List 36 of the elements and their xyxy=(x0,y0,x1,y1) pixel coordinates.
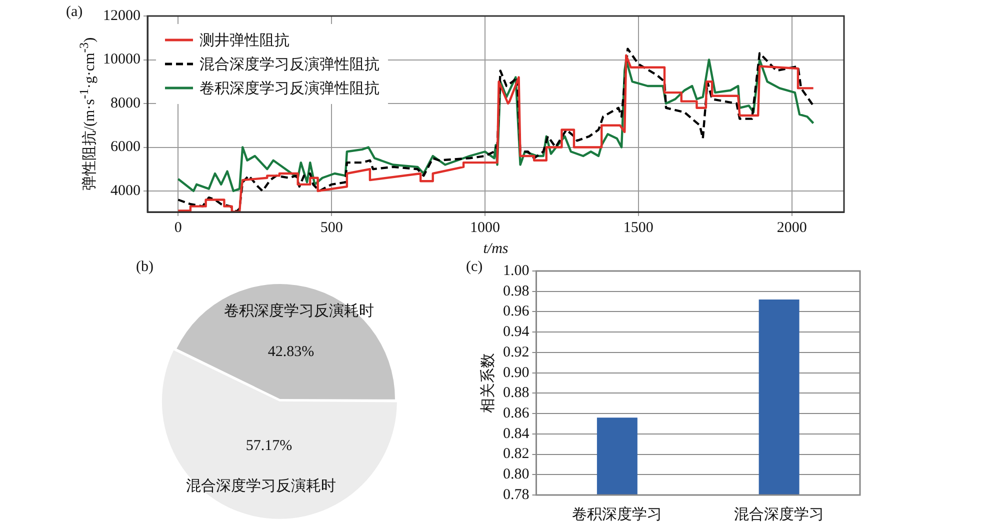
x-tick-label: 混合深度学习 xyxy=(734,506,824,523)
y-tick-label: 4000 xyxy=(110,182,140,199)
y-tick-label: 0.92 xyxy=(503,344,530,360)
x-axis-title: t/ms xyxy=(483,240,508,257)
y-tick-label: 10000 xyxy=(103,52,140,68)
x-tick-label: 1500 xyxy=(623,220,654,236)
y-tick-label: 0.94 xyxy=(503,324,530,340)
chart-title: (c) xyxy=(466,259,483,276)
data-label: 42.83% xyxy=(268,344,314,360)
y-tick-label: 0.84 xyxy=(503,426,530,442)
y-tick-label: 0.82 xyxy=(503,446,530,462)
y-tick-label: 0.78 xyxy=(503,486,530,503)
y-tick-label: 0.86 xyxy=(503,405,530,422)
legend-label: 测井弹性阻抗 xyxy=(200,32,290,50)
x-tick-label: 2000 xyxy=(776,220,807,236)
y-axis-title: 相关系数 xyxy=(479,353,498,413)
x-tick-label: 卷积深度学习 xyxy=(572,506,662,523)
x-tick-label: 1000 xyxy=(470,220,500,236)
y-tick-label: 12000 xyxy=(103,8,140,24)
y-tick-label: 0.96 xyxy=(503,304,530,320)
slice-label: 混合深度学习反演耗时 xyxy=(186,477,336,494)
y-tick-label: 6000 xyxy=(110,139,140,156)
slice-label: 卷积深度学习反演耗时 xyxy=(224,302,374,320)
y-tick-label: 0.80 xyxy=(503,466,530,483)
chart-title: (b) xyxy=(136,259,154,276)
y-tick-label: 0.90 xyxy=(503,364,530,381)
y-tick-label: 8000 xyxy=(110,95,140,112)
y-tick-label: 1.00 xyxy=(503,262,530,279)
y-tick-label: 0.88 xyxy=(503,385,530,402)
legend-label: 卷积深度学习反演弹性阻抗 xyxy=(200,79,380,98)
x-tick-label: 500 xyxy=(320,220,343,236)
data-label: 57.17% xyxy=(246,438,292,454)
legend-label: 混合深度学习反演弹性阻抗 xyxy=(200,55,380,74)
x-tick-label: 0 xyxy=(174,220,182,236)
y-tick-label: 0.98 xyxy=(503,283,530,300)
chart-title: (a) xyxy=(66,4,83,21)
